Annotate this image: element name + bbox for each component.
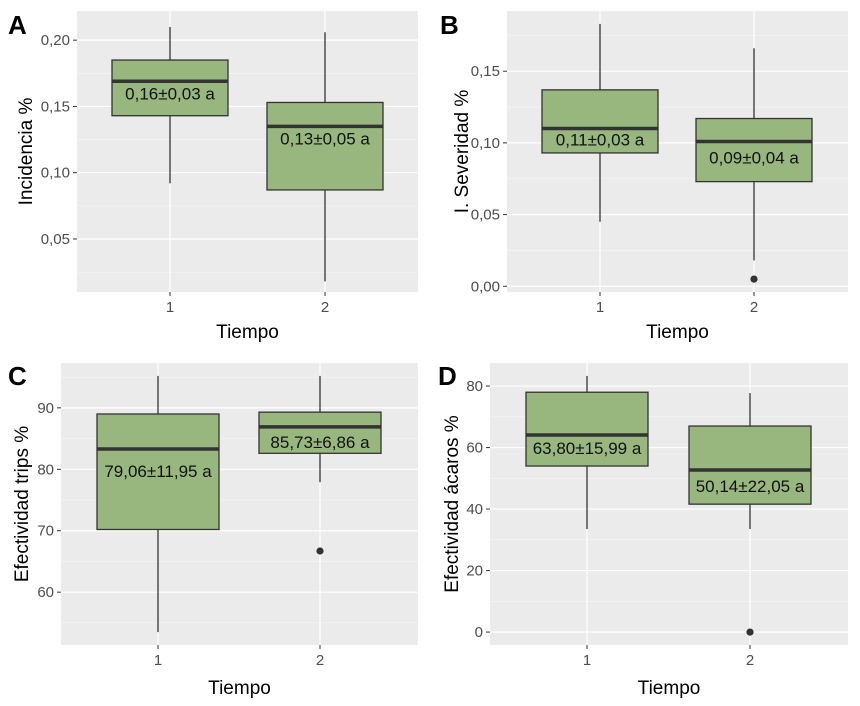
outlier-point	[750, 275, 758, 283]
y-tick-label: 80	[466, 378, 483, 395]
box-annotation: 0,16±0,03 a	[125, 84, 215, 103]
outlier-point	[316, 547, 324, 555]
panel-tag: C	[8, 361, 27, 391]
y-axis-title: Efectividad ácaros %	[442, 415, 463, 593]
box-iqr	[111, 59, 229, 117]
y-axis-title: I. Severidad %	[452, 90, 473, 214]
box-annotation: 63,80±15,99 a	[533, 439, 642, 458]
box-iqr	[695, 117, 813, 183]
x-tick-label: 1	[583, 652, 591, 669]
y-tick-label: 0,20	[41, 32, 70, 49]
y-tick-label: 0	[475, 624, 483, 641]
y-tick-label: 90	[37, 400, 54, 417]
y-tick-label: 60	[37, 584, 54, 601]
box-group-2: 0,09±0,04 a	[695, 48, 813, 283]
panel-c: 60 70 80 90 1 2 79,06±11,95 a 85,73±6,86 a Tiemp…	[8, 361, 418, 699]
box-group-1: 63,80±15,99 a	[525, 375, 649, 530]
box-annotation: 0,13±0,05 a	[280, 129, 370, 148]
box-iqr	[96, 413, 220, 531]
box-group-2: 50,14±22,05 a	[688, 393, 812, 636]
box-group-2: 85,73±6,86 a	[258, 375, 382, 555]
panel-tag: B	[440, 10, 459, 40]
y-tick-label: 0,05	[41, 231, 70, 248]
x-axis-title: Tiempo	[208, 678, 271, 699]
y-tick-label: 0,05	[471, 207, 500, 224]
y-tick-label: 60	[466, 440, 483, 457]
outlier-point	[746, 628, 754, 636]
box-annotation: 0,09±0,04 a	[709, 148, 799, 167]
box-group-2: 0,13±0,05 a	[266, 32, 384, 282]
box-annotation: 85,73±6,86 a	[270, 433, 370, 452]
x-axis-title: Tiempo	[216, 322, 279, 343]
x-tick-label: 2	[750, 299, 758, 316]
y-tick-label: 0,15	[471, 63, 500, 80]
panel-tag: A	[8, 10, 27, 40]
box-group-1: 0,11±0,03 a	[541, 23, 659, 222]
y-tick-label: 40	[466, 501, 483, 518]
box-group-1: 79,06±11,95 a	[96, 375, 220, 633]
box-iqr	[688, 425, 812, 505]
panel-a: 0,05 0,10 0,15 0,20 1 2 0,16±0,03 a 0,13±0,05 a…	[8, 10, 418, 343]
y-tick-label: 0,00	[471, 278, 500, 295]
y-tick-label: 20	[466, 563, 483, 580]
y-tick-label: 0,10	[471, 135, 500, 152]
y-tick-label: 70	[37, 523, 54, 540]
y-axis-title: Incidencia %	[16, 98, 37, 206]
box-iqr	[258, 411, 382, 454]
x-tick-label: 1	[596, 299, 604, 316]
x-axis-title: Tiempo	[646, 322, 709, 343]
panel-b: 0,00 0,05 0,10 0,15 1 2 0,11±0,03 a 0,09±0,04 a…	[440, 10, 848, 343]
x-axis-title: Tiempo	[638, 678, 701, 699]
box-group-1: 0,16±0,03 a	[111, 26, 229, 184]
y-tick-label: 0,15	[41, 98, 70, 115]
y-tick-label: 0,10	[41, 165, 70, 182]
box-annotation: 0,11±0,03 a	[556, 131, 645, 150]
x-tick-label: 2	[746, 652, 754, 669]
panel-d: 0 20 40 60 80 1 2 63,80±15,99 a 50,14±22,05 a Tie…	[438, 361, 848, 699]
x-tick-label: 2	[316, 652, 324, 669]
box-iqr	[541, 89, 659, 154]
x-tick-label: 1	[166, 299, 174, 316]
panel-tag: D	[438, 361, 457, 391]
box-iqr	[525, 391, 649, 467]
box-annotation: 50,14±22,05 a	[696, 477, 805, 496]
box-annotation: 79,06±11,95 a	[104, 462, 212, 481]
x-tick-label: 1	[154, 652, 162, 669]
x-tick-label: 2	[321, 299, 329, 316]
y-axis-title: Efectividad trips %	[12, 426, 33, 582]
y-tick-label: 80	[37, 461, 54, 478]
box-iqr	[266, 101, 384, 191]
